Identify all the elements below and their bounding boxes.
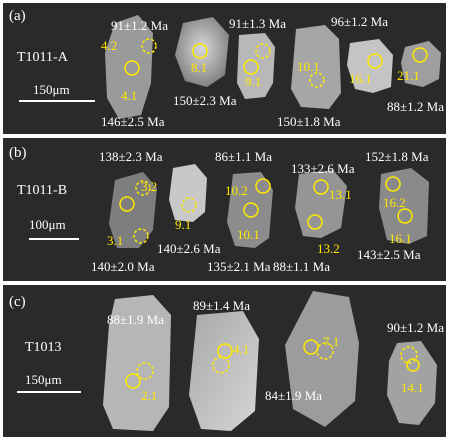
zircon-grain: [169, 164, 207, 222]
age-label: 133±2.6 Ma: [291, 161, 355, 176]
age-label: 88±1.2 Ma: [387, 99, 444, 114]
panel-label: (b): [9, 145, 27, 161]
zircon-grain: [189, 311, 259, 431]
analysis-spot: [400, 346, 418, 364]
zircon-grain: [105, 15, 153, 119]
age-label: 152±1.8 Ma: [365, 149, 429, 164]
analysis-spot: [141, 38, 157, 54]
zircon-grain: [291, 25, 341, 109]
spot-label: 9.1: [245, 74, 262, 89]
spot-label: 3.1: [107, 233, 124, 248]
sample-id: T1013: [25, 340, 62, 355]
analysis-spot: [406, 358, 420, 372]
spot-label: 13.2: [317, 241, 340, 256]
scale-bar: [17, 391, 81, 393]
scale-bar: [19, 100, 95, 102]
age-label: 138±2.3 Ma: [99, 149, 163, 164]
spot-label: 4.2: [101, 38, 118, 53]
analysis-spot: [412, 47, 428, 63]
age-label: 150±1.8 Ma: [277, 114, 341, 129]
spot-label: 7.1: [323, 334, 340, 349]
age-label: 86±1.1 Ma: [215, 149, 272, 164]
analysis-spot: [313, 179, 329, 195]
panel-c-grains: [103, 291, 437, 431]
sample-id: T1011-A: [17, 50, 68, 65]
analysis-spot: [367, 53, 383, 69]
age-label: 150±2.3 Ma: [173, 93, 237, 108]
spot-label: 10.1: [297, 59, 320, 74]
analysis-spot: [316, 342, 334, 360]
spot-label: 13.1: [329, 187, 352, 202]
age-label: 88±1.1 Ma: [273, 259, 330, 274]
spot-label: 16.1: [389, 231, 412, 246]
age-label: 91±1.3 Ma: [229, 16, 286, 31]
zircon-grain: [237, 33, 275, 99]
age-label: 90±1.2 Ma: [387, 320, 444, 335]
spot-label: 21.1: [397, 68, 420, 83]
panel-label: (c): [9, 294, 26, 310]
age-label: 146±2.5 Ma: [101, 114, 165, 129]
spot-label: 2.1: [141, 388, 158, 403]
spot-label: 9.1: [175, 217, 192, 232]
spot-label: 10.1: [237, 227, 260, 242]
analysis-spot: [136, 362, 154, 380]
analysis-spot: [135, 180, 151, 196]
panel-c: (c) T1013 150μm 88±1.9 Ma 89±1.4 Ma 90±1…: [3, 285, 446, 437]
scale-bar-label: 150μm: [25, 372, 62, 387]
age-label: 140±2.0 Ma: [91, 259, 155, 274]
spot-label: 4.1: [233, 342, 250, 357]
age-label: 89±1.4 Ma: [193, 298, 250, 313]
analysis-spot: [255, 43, 271, 59]
analysis-spot: [133, 228, 149, 244]
panel-label: (a): [9, 8, 26, 24]
spot-label: 4.1: [121, 88, 138, 103]
zircon-grain: [387, 341, 437, 425]
age-label: 143±2.5 Ma: [357, 247, 421, 262]
zircon-grain: [109, 172, 157, 248]
sample-id: T1011-B: [17, 183, 68, 198]
panel-a: (a) T1011-A 150μm 91±1.2 Ma 91±1.3 Ma 96…: [3, 3, 446, 134]
analysis-spot: [309, 72, 325, 88]
scale-bar-label: 100μm: [29, 217, 66, 232]
age-label: 84±1.9 Ma: [265, 388, 322, 403]
analysis-spot: [119, 196, 135, 212]
age-label: 135±2.1 Ma: [207, 259, 271, 274]
analysis-spot: [385, 176, 401, 192]
analysis-spot: [303, 339, 319, 355]
analysis-spot: [125, 373, 141, 389]
spot-label: 3.2: [141, 179, 158, 194]
analysis-spot: [124, 60, 140, 76]
scale-bar-label: 150μm: [33, 82, 70, 97]
zircon-grain: [175, 17, 229, 87]
scale-bar: [29, 238, 79, 240]
zircon-grain: [379, 168, 429, 244]
analysis-spot: [255, 178, 271, 194]
panel-a-grains: [105, 15, 441, 119]
spot-label: 14.1: [401, 380, 424, 395]
analysis-spot: [397, 208, 413, 224]
age-label: 91±1.2 Ma: [111, 18, 168, 33]
age-label: 88±1.9 Ma: [107, 312, 164, 327]
spot-label: 16.2: [383, 195, 406, 210]
spot-label: 8.1: [191, 60, 208, 75]
zircon-grain: [401, 41, 441, 87]
analysis-spot: [243, 59, 259, 75]
panel-b: (b) T1011-B 100μm 138±2.3 Ma 86±1.1 Ma 1…: [3, 138, 446, 281]
analysis-spot: [243, 202, 259, 218]
analysis-spot: [192, 43, 208, 59]
age-label: 96±1.2 Ma: [331, 14, 388, 29]
zircon-grain: [227, 172, 273, 248]
age-label: 140±2.6 Ma: [157, 241, 221, 256]
zircon-grain: [103, 295, 171, 431]
panel-b-grains: [109, 164, 429, 248]
analysis-spot: [212, 356, 230, 374]
analysis-spot: [307, 214, 323, 230]
spot-label: 10.2: [225, 183, 248, 198]
analysis-spot: [181, 197, 197, 213]
spot-label: 16.1: [349, 71, 372, 86]
